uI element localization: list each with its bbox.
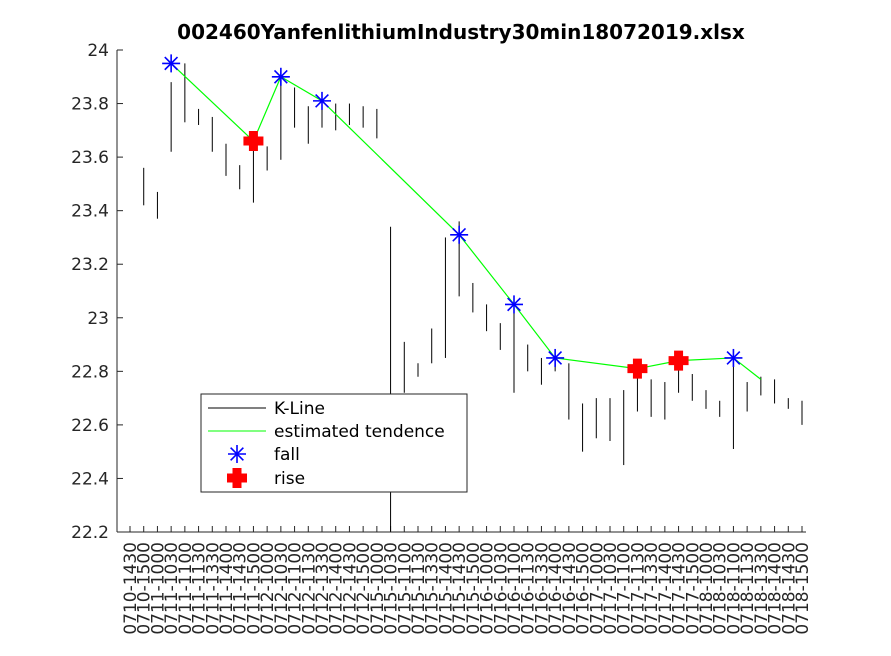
rise-marker	[668, 350, 689, 371]
x-tick-label: 0711-1130	[190, 542, 210, 635]
x-tick-label: 0717-1000	[587, 542, 607, 635]
y-tick-label: 22.6	[71, 416, 109, 436]
x-tick-label: 0711-1400	[217, 542, 237, 635]
x-tick-label: 0718-1430	[779, 542, 799, 635]
legend: K-Line estimated tendence fall rise	[200, 393, 468, 493]
x-tick-label: 0717-1130	[628, 542, 648, 635]
x-tick-label: 0711-1030	[162, 542, 182, 635]
x-tick-label: 0715-1400	[436, 542, 456, 635]
x-tick-label: 0715-1500	[464, 542, 484, 635]
x-tick-label: 0711-1100	[176, 542, 196, 635]
x-tick-label: 0715-1030	[382, 542, 402, 635]
x-tick-label: 0715-1430	[450, 542, 470, 635]
tendence-line	[170, 62, 762, 380]
x-tick-label: 0718-1030	[711, 542, 731, 635]
fall-marker	[505, 295, 523, 314]
x-tick-label: 0718-1400	[766, 542, 786, 635]
x-tick-label: 0716-1130	[519, 542, 539, 635]
x-tick-label: 0712-1430	[340, 542, 360, 635]
x-tick-label: 0716-1400	[546, 542, 566, 635]
fall-marker	[724, 348, 743, 367]
y-tick-label: 22.8	[71, 362, 109, 382]
y-tick-label: 23.8	[71, 95, 109, 115]
x-tick-label: 0716-1000	[478, 542, 498, 635]
x-tick-label: 0715-1100	[395, 542, 415, 635]
x-tick-label: 0711-1330	[203, 542, 223, 635]
x-tick-label: 0711-1500	[244, 542, 264, 635]
x-tick-label: 0712-1400	[327, 542, 347, 635]
legend-fall-label: fall	[274, 445, 300, 465]
x-tick-label: 0718-1130	[738, 542, 758, 635]
y-tick-label: 23.4	[71, 202, 109, 222]
legend-tendence-label: estimated tendence	[274, 422, 445, 442]
x-tick-label: 0718-1000	[697, 542, 717, 635]
fall-marker	[162, 54, 181, 73]
x-tick-label: 0717-1400	[656, 542, 676, 635]
fall-icon	[228, 445, 246, 463]
x-tick-label: 0712-1330	[313, 542, 333, 635]
x-tick-label: 0717-1500	[683, 542, 703, 635]
x-tick-label: 0715-1130	[409, 542, 429, 635]
x-tick-label: 0717-1030	[601, 542, 621, 635]
y-tick-label: 24	[87, 41, 109, 61]
x-tick-label: 0716-1030	[491, 542, 511, 635]
x-tick-label: 0718-1330	[752, 542, 772, 635]
x-tick-label: 0712-1100	[286, 542, 306, 635]
chart-title: 002460YanfenlithiumIndustry30min18072019…	[177, 20, 745, 44]
fall-marker	[271, 67, 290, 86]
rise-marker	[243, 131, 264, 152]
x-tick-label: 0711-1000	[148, 542, 168, 635]
x-tick-label: 0718-1100	[724, 542, 744, 635]
x-tick-label: 0715-1000	[368, 542, 388, 635]
x-tick-label: 0712-1130	[299, 542, 319, 635]
legend-rise-label: rise	[274, 469, 305, 489]
x-tick-label: 0717-1100	[615, 542, 635, 635]
x-tick-label: 0717-1430	[670, 542, 690, 635]
x-tick-label: 0716-1500	[574, 542, 594, 635]
fall-marker	[450, 225, 469, 244]
y-tick-label: 22.4	[71, 469, 109, 489]
legend-rise-marker	[227, 468, 247, 488]
fall-marker	[546, 348, 565, 367]
x-tick-label: 0716-1430	[560, 542, 580, 635]
rise-icon	[227, 468, 247, 488]
x-tick-label: 0715-1330	[423, 542, 443, 635]
x-tick-label: 0718-1500	[793, 542, 813, 635]
x-tick-label: 0717-1330	[642, 542, 662, 635]
x-tick-label: 0712-1030	[272, 542, 292, 635]
legend-fall-marker	[228, 445, 246, 463]
legend-kline-label: K-Line	[274, 399, 325, 419]
rise-marker	[627, 358, 648, 379]
x-tick-label: 0716-1330	[532, 542, 552, 635]
x-tick-label: 0710-1500	[135, 542, 155, 635]
y-tick-label: 22.2	[71, 523, 109, 543]
x-tick-label: 0711-1430	[231, 542, 251, 635]
y-tick-label: 23.2	[71, 255, 109, 275]
y-tick-label: 23	[87, 309, 109, 329]
y-tick-label: 23.6	[71, 148, 109, 168]
fall-marker	[313, 91, 331, 110]
x-tick-label: 0712-1500	[354, 542, 374, 635]
x-tick-label: 0712-1000	[258, 542, 278, 635]
x-tick-label: 0710-1430	[121, 542, 141, 635]
x-tick-label: 0716-1100	[505, 542, 525, 635]
